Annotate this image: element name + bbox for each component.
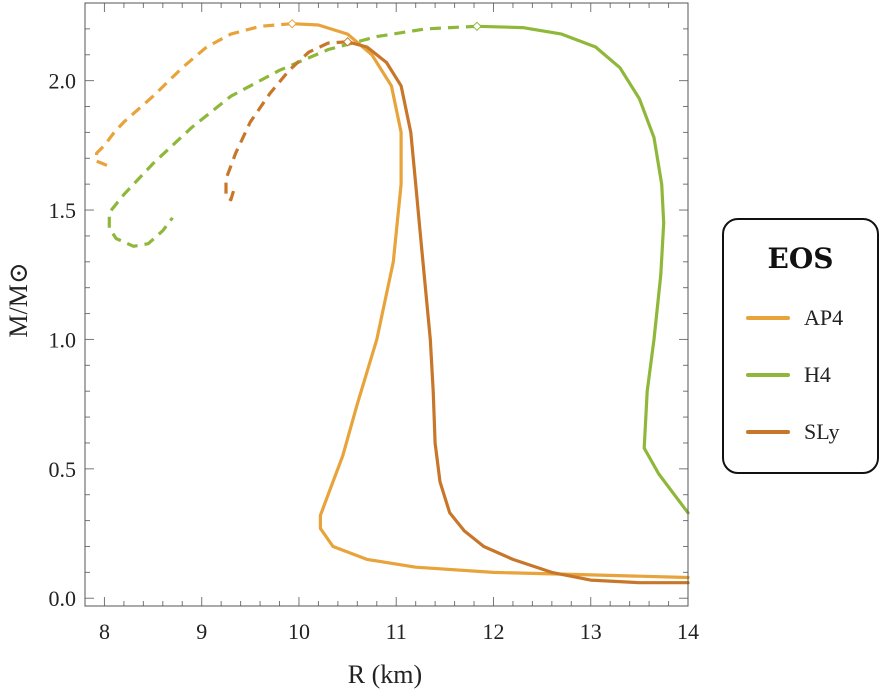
series-ap4-max-marker [287, 18, 297, 29]
legend-label-sly: SLy [804, 419, 840, 444]
series-h4-stable [475, 24, 690, 515]
series-sly-unstable [224, 40, 348, 202]
legend-item-sly: SLy [746, 417, 839, 447]
legend-swatch-ap4 [746, 316, 790, 320]
legend-label-h4: H4 [804, 362, 831, 387]
series-sly-stable [346, 40, 690, 585]
y-tick-label: 1.5 [49, 198, 77, 223]
legend-swatch-h4 [746, 373, 790, 377]
x-tick-label: 13 [580, 619, 602, 644]
x-tick-label: 14 [677, 619, 699, 644]
y-tick-label: 1.0 [49, 327, 77, 352]
y-tick-label: 0.0 [49, 586, 77, 611]
legend-label-ap4: AP4 [804, 305, 844, 330]
tick-labels: 8 9 10 11 12 13 14 0.0 0.5 1.0 1.5 2.0 [49, 69, 700, 644]
x-tick-label: 9 [196, 619, 207, 644]
x-tick-label: 12 [482, 619, 504, 644]
plot-frame [84, 2, 689, 607]
y-axis-label: M/M⊙ [4, 262, 33, 337]
axis-ticks [84, 2, 689, 606]
y-tick-label: 0.5 [49, 457, 77, 482]
legend-title: EOS [767, 242, 834, 275]
series-ap4-unstable [94, 22, 293, 168]
x-tick-label: 8 [99, 619, 110, 644]
x-tick-label: 11 [386, 619, 407, 644]
legend-swatch-sly [746, 430, 790, 434]
legend: EOS AP4 H4 SLy [722, 218, 879, 474]
y-tick-label: 2.0 [49, 69, 77, 94]
series-layer [94, 18, 690, 585]
x-tick-label: 10 [288, 619, 310, 644]
series-sly-max-marker [342, 37, 353, 47]
series-h4-max-marker [472, 21, 482, 31]
series-ap4-stable [290, 22, 690, 580]
legend-item-ap4: AP4 [746, 303, 843, 333]
legend-item-h4: H4 [746, 360, 831, 390]
series-h4-unstable [107, 24, 477, 248]
x-axis-label: R (km) [348, 660, 422, 689]
